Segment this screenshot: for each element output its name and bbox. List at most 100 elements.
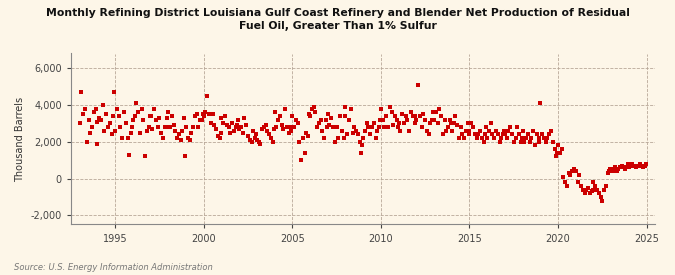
Point [259,125,269,129]
Point [381,114,392,118]
Point [285,128,296,133]
Point [284,130,294,135]
Point [94,116,105,120]
Point [234,127,244,131]
Point [420,117,431,122]
Point [275,114,286,118]
Point [303,134,314,138]
Point [256,127,267,131]
Point [200,110,211,114]
Point [441,128,452,133]
Point [454,136,464,140]
Point [365,132,376,137]
Point [639,163,650,168]
Point [432,121,443,126]
Point [551,151,562,155]
Point [250,136,261,140]
Point [558,174,569,179]
Point [306,106,317,111]
Point [329,139,340,144]
Point [397,112,408,116]
Point [414,114,425,118]
Point [105,121,115,126]
Point [524,139,535,144]
Point [547,139,558,144]
Point [363,125,374,129]
Text: Source: U.S. Energy Information Administration: Source: U.S. Energy Information Administ… [14,263,212,272]
Point [374,125,385,129]
Point [439,117,450,122]
Point [340,104,351,109]
Point [627,162,638,166]
Point [597,198,608,203]
Point [289,125,300,129]
Point [184,138,195,142]
Point [588,180,599,185]
Point [143,125,154,129]
Point [321,125,332,129]
Point [338,136,349,140]
Point [304,114,315,118]
Point [455,125,466,129]
Point [205,121,216,126]
Point [261,123,271,127]
Point [611,169,622,173]
Point [351,128,362,133]
Point [195,117,206,122]
Point [253,139,264,144]
Point [347,130,358,135]
Point [312,125,323,129]
Point [211,127,221,131]
Point [508,139,519,144]
Point [428,110,439,114]
Point [641,162,651,166]
Point [398,121,409,126]
Point [622,162,633,166]
Point [459,136,470,140]
Point [292,121,303,126]
Point [236,125,246,129]
Point [101,112,111,116]
Point [354,139,365,144]
Point [170,128,181,133]
Point [404,128,414,133]
Point [595,195,606,199]
Point [567,169,578,173]
Point [496,136,507,140]
Point [126,125,137,129]
Point [85,130,96,135]
Point [436,114,447,118]
Point [482,136,493,140]
Point [492,132,503,137]
Point [487,132,498,137]
Point [310,110,321,114]
Point [445,117,456,122]
Point [505,125,516,129]
Point [271,125,281,129]
Point [587,189,597,194]
Point [522,132,533,137]
Point [367,125,377,129]
Point [108,114,119,118]
Point [129,114,140,118]
Point [591,187,602,192]
Point [615,165,626,170]
Y-axis label: Thousand Barrels: Thousand Barrels [15,97,25,182]
Point [408,114,418,118]
Point [173,132,184,137]
Point [499,128,510,133]
Point [577,187,588,192]
Point [145,114,156,118]
Point [197,112,208,116]
Point [181,125,192,129]
Point [605,167,616,172]
Point [377,117,388,122]
Point [209,123,220,127]
Point [165,125,176,129]
Point [97,103,108,107]
Point [74,121,85,126]
Point [246,139,257,144]
Point [604,169,615,173]
Point [473,132,484,137]
Point [324,123,335,127]
